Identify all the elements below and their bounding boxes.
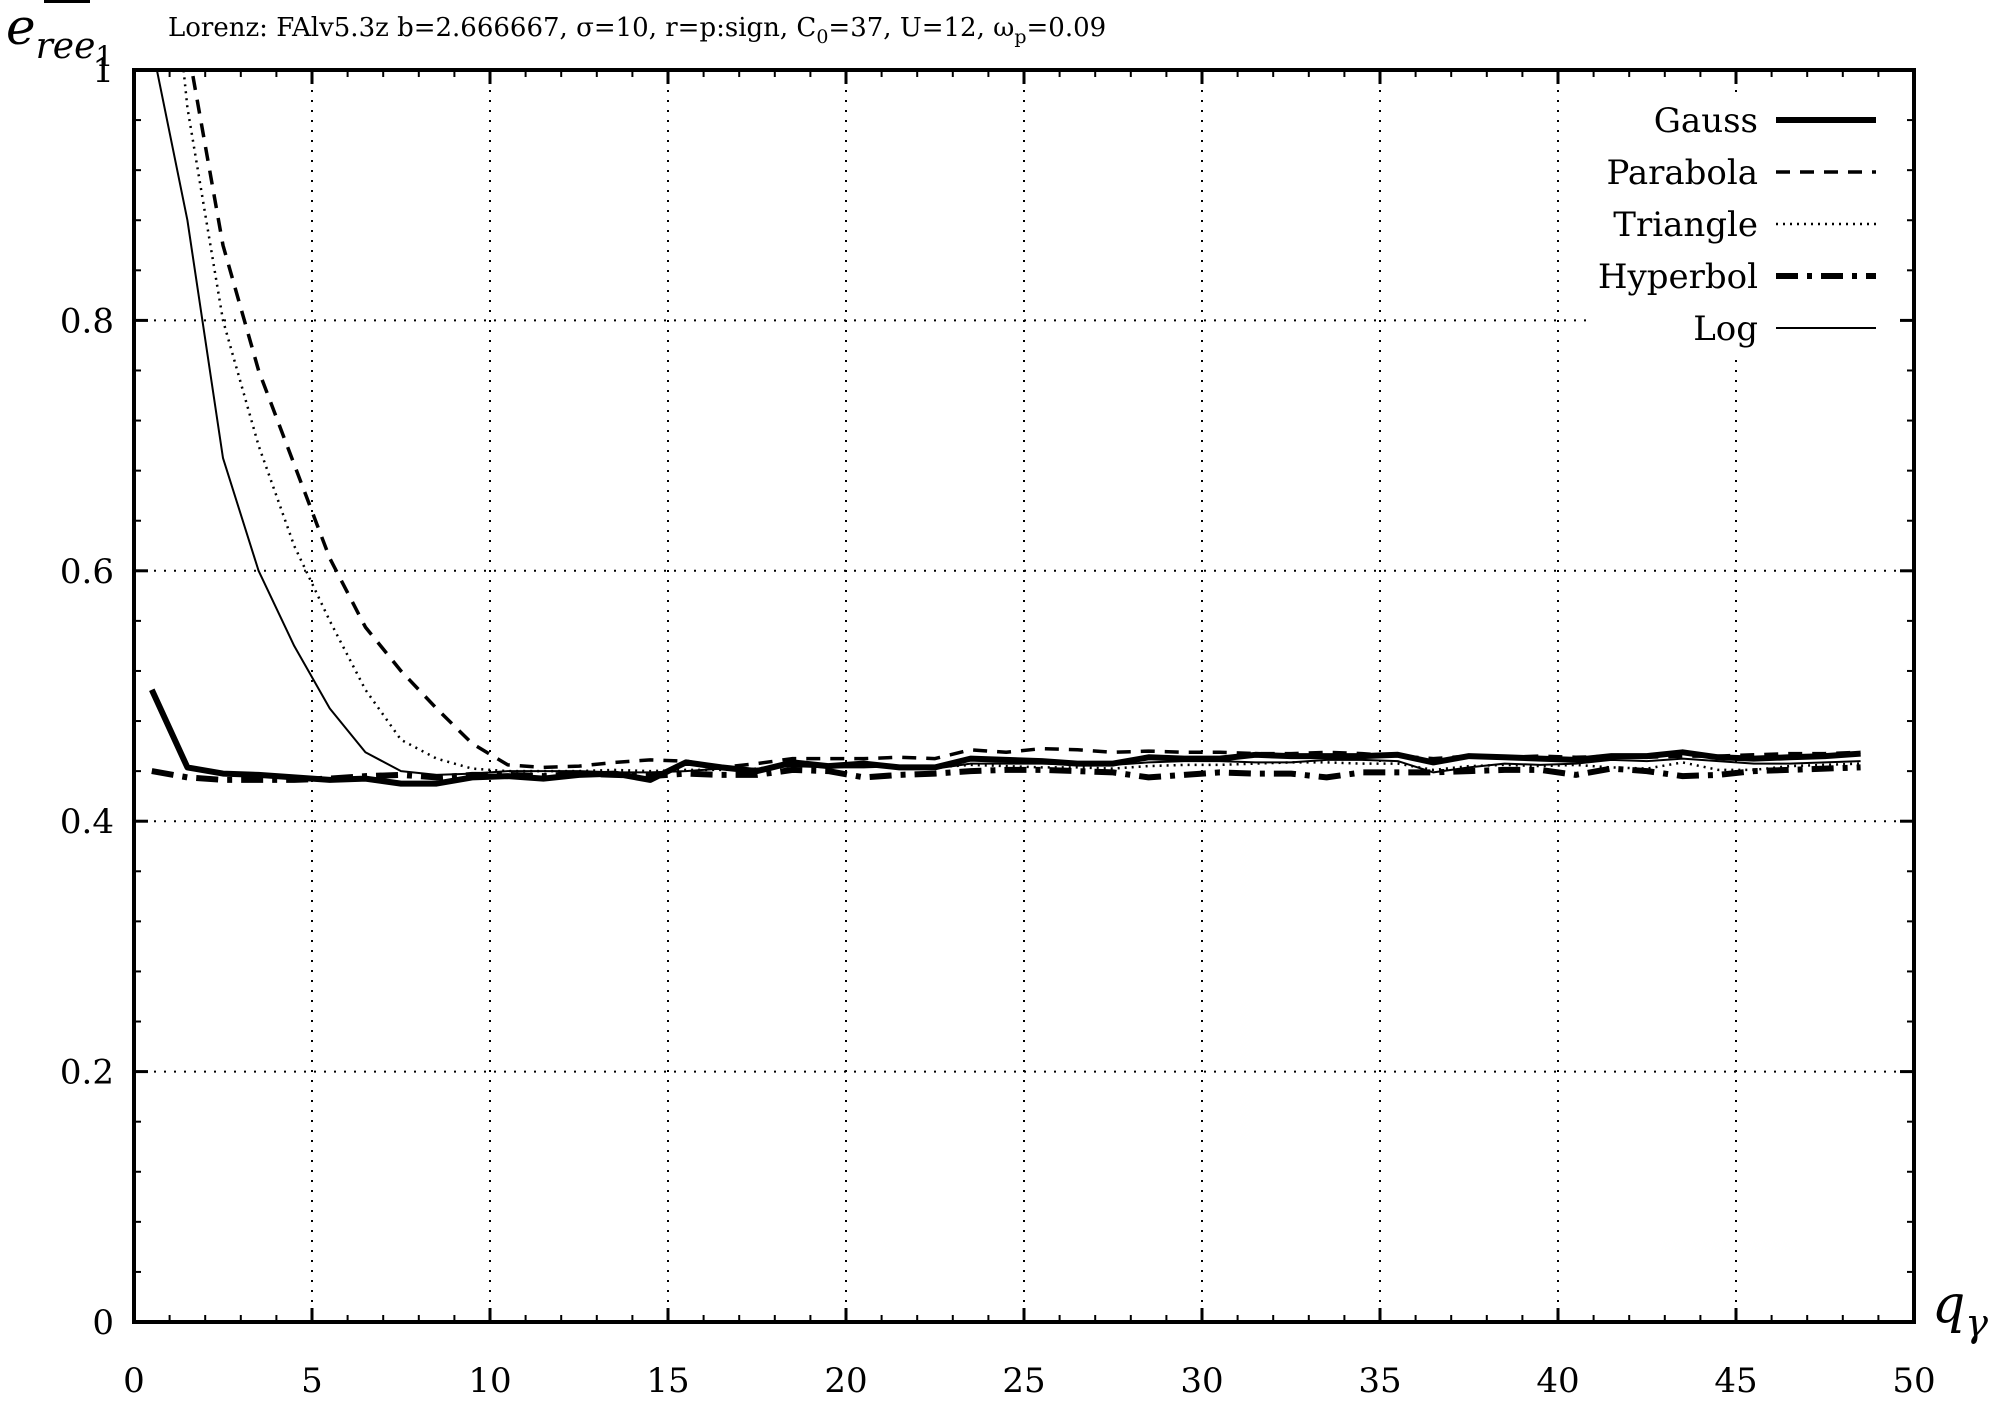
y-label-main: e <box>6 0 36 56</box>
x-tick-label: 20 <box>824 1361 867 1401</box>
legend-background <box>1590 92 1900 357</box>
legend-label: Gauss <box>1654 101 1758 141</box>
series-line-parabola <box>190 70 1861 770</box>
y-tick-label: 0 <box>92 1303 114 1343</box>
y-tick-label: 1 <box>92 51 114 91</box>
series-line-log <box>155 70 1861 776</box>
legend-label: Triangle <box>1613 205 1758 245</box>
series-lines <box>149 70 1861 787</box>
series-line-gauss <box>149 688 1861 787</box>
chart-title-main: Lorenz: FAlv5.3z b=2.666667, σ=10, r=p:s… <box>168 13 816 43</box>
y-label-sub: ree <box>36 26 96 67</box>
legend-item-log: Log <box>1693 309 1876 349</box>
y-tick-label: 0.4 <box>60 802 114 842</box>
x-tick-label: 35 <box>1358 1361 1401 1401</box>
series-line-triangle <box>182 70 1861 773</box>
x-tick-label: 50 <box>1892 1361 1935 1401</box>
y-axis-label: eree1 <box>6 0 113 73</box>
chart-title-mid: =37, U=12, ω <box>828 13 1014 43</box>
y-tick-label: 0.8 <box>60 301 114 341</box>
legend-label: Hyperbol <box>1598 257 1758 297</box>
x-tick-label: 45 <box>1714 1361 1757 1401</box>
legend: Gauss Parabola Triangle Hyperbol Log <box>1598 101 1876 349</box>
legend-item-parabola: Parabola <box>1606 153 1876 193</box>
y-tick-labels: 0 0.2 0.4 0.6 0.8 1 <box>60 51 114 1343</box>
x-tick-label: 10 <box>468 1361 511 1401</box>
legend-item-hyperbol: Hyperbol <box>1598 257 1876 297</box>
chart-title: Lorenz: FAlv5.3z b=2.666667, σ=10, r=p:s… <box>168 13 1106 48</box>
svg-text:eree1: eree1 <box>6 0 113 73</box>
x-tick-label: 30 <box>1180 1361 1223 1401</box>
legend-label: Parabola <box>1606 153 1758 193</box>
legend-item-triangle: Triangle <box>1613 205 1876 245</box>
chart-title-sub: 0 <box>816 26 828 48</box>
x-tick-label: 0 <box>123 1361 145 1401</box>
x-axis-label: qγ <box>1932 1275 1988 1345</box>
x-tick-label: 40 <box>1536 1361 1579 1401</box>
y-label-subsub: 1 <box>95 40 113 73</box>
x-tick-label: 15 <box>646 1361 689 1401</box>
legend-item-gauss: Gauss <box>1654 101 1876 141</box>
plot-frame <box>132 68 1916 1324</box>
legend-label: Log <box>1693 309 1758 349</box>
y-tick-label: 0.2 <box>60 1053 114 1093</box>
chart-title-end: =0.09 <box>1027 13 1107 43</box>
grid <box>134 70 1914 1322</box>
x-label-sub: γ <box>1965 1301 1988 1345</box>
x-label-main: q <box>1932 1275 1965 1335</box>
x-tick-label: 5 <box>301 1361 323 1401</box>
y-tick-label: 0.6 <box>60 552 114 592</box>
chart-title-sub2: p <box>1014 26 1026 48</box>
x-tick-labels: 0 5 10 15 20 25 30 35 40 45 50 <box>123 1361 1935 1401</box>
series-line-hyperbol <box>151 764 1861 783</box>
x-tick-label: 25 <box>1002 1361 1045 1401</box>
